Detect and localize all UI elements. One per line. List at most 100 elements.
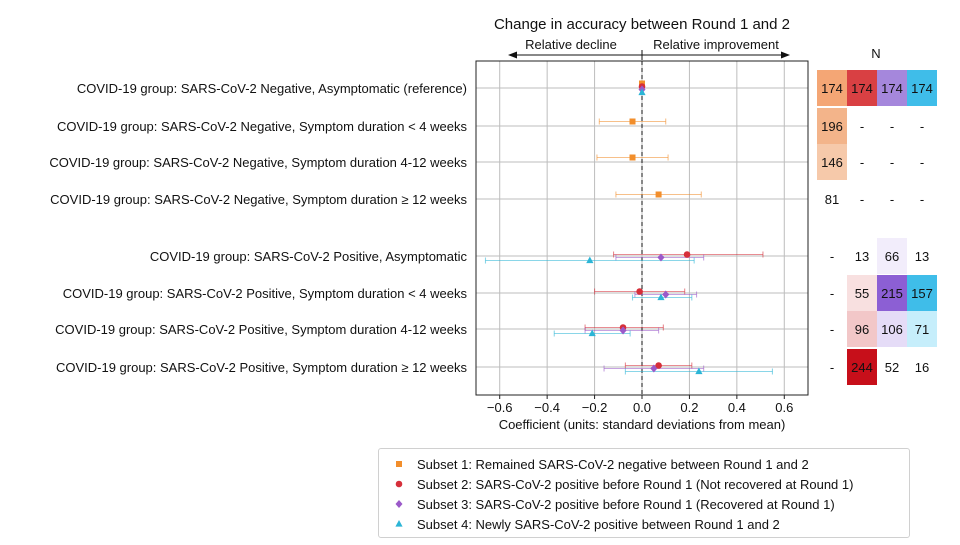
x-tick-label: −0.4	[534, 400, 560, 415]
data-point	[629, 154, 636, 161]
n-table-value: 71	[915, 322, 929, 337]
n-table-value: -	[860, 192, 864, 207]
x-tick-label: 0.0	[633, 400, 651, 415]
n-table-value: 157	[911, 286, 933, 301]
error-bars	[484, 118, 773, 375]
n-table-cell	[877, 275, 907, 311]
n-table-value: 174	[821, 81, 843, 96]
n-table-cell	[907, 70, 937, 106]
x-tick-label: −0.6	[487, 400, 513, 415]
n-table-cell	[817, 144, 847, 180]
data-point	[650, 364, 658, 373]
legend: Subset 1: Remained SARS-CoV-2 negative b…	[378, 448, 910, 538]
n-table-value: 81	[825, 192, 839, 207]
circle-marker-icon	[393, 478, 405, 490]
forest-plot: Change in accuracy between Round 1 and 2…	[49, 16, 937, 432]
n-table-value: 13	[915, 249, 929, 264]
n-table-value: 244	[851, 360, 873, 375]
n-table-value: -	[920, 155, 924, 170]
n-table-value: 215	[881, 286, 903, 301]
category-label: COVID-19 group: SARS-CoV-2 Negative, Sym…	[57, 119, 468, 134]
data-point	[588, 329, 596, 337]
legend-label: Subset 4: Newly SARS-CoV-2 positive betw…	[417, 516, 780, 532]
data-point	[636, 288, 643, 295]
data-point	[655, 362, 662, 369]
data-point	[638, 88, 646, 96]
n-table-cell	[877, 238, 907, 274]
x-tick-labels: −0.6 −0.4 −0.2 0.0 0.2 0.4 0.6	[487, 395, 793, 415]
category-label: COVID-19 group: SARS-CoV-2 Positive, Sym…	[63, 286, 468, 301]
data-point	[662, 290, 670, 299]
n-table-cell	[907, 311, 937, 347]
n-table-value: -	[830, 360, 834, 375]
data-point	[657, 253, 665, 262]
n-table-cell	[847, 70, 877, 106]
legend-item: Subset 3: SARS-CoV-2 positive before Rou…	[393, 494, 835, 514]
legend-item: Subset 1: Remained SARS-CoV-2 negative b…	[393, 454, 809, 474]
legend-label: Subset 2: SARS-CoV-2 positive before Rou…	[417, 476, 854, 492]
data-point	[619, 326, 627, 335]
n-table-value: -	[890, 119, 894, 134]
n-table-value: -	[920, 192, 924, 207]
data-point	[695, 367, 703, 375]
data-point	[657, 293, 665, 301]
legend-marker	[396, 461, 402, 467]
legend-marker	[395, 520, 403, 527]
category-label: COVID-19 group: SARS-CoV-2 Positive, Asy…	[150, 249, 468, 264]
data-markers	[586, 80, 703, 375]
category-label: COVID-19 group: SARS-CoV-2 Negative, Sym…	[50, 192, 467, 207]
category-label: COVID-19 group: SARS-CoV-2 Positive, Sym…	[55, 322, 467, 337]
legend-label: Subset 3: SARS-CoV-2 positive before Rou…	[417, 496, 835, 512]
square-marker-icon	[393, 458, 405, 470]
n-table-value: 13	[855, 249, 869, 264]
n-table-cell	[877, 70, 907, 106]
legend-marker	[395, 500, 403, 508]
x-tick-label: 0.6	[775, 400, 793, 415]
legend-marker	[395, 480, 403, 488]
x-tick-label: 0.2	[680, 400, 698, 415]
n-table-value: -	[860, 155, 864, 170]
arrow-right-head	[781, 51, 790, 59]
category-label: COVID-19 group: SARS-CoV-2 Negative, Sym…	[49, 155, 467, 170]
x-axis-label: Coefficient (units: standard deviations …	[499, 417, 786, 432]
direction-arrow	[508, 50, 790, 60]
category-label: COVID-19 group: SARS-CoV-2 Positive, Sym…	[56, 360, 468, 375]
n-table-value: -	[830, 286, 834, 301]
n-table-cell	[907, 275, 937, 311]
n-table-cell	[877, 311, 907, 347]
data-point	[586, 256, 594, 264]
n-table-value: -	[830, 249, 834, 264]
chart-title: Change in accuracy between Round 1 and 2	[494, 16, 790, 33]
n-table-value: -	[860, 119, 864, 134]
x-tick-label: −0.2	[582, 400, 608, 415]
n-table: 174 174 174 174 196 - - - 146 - - - 81 - - - - 13 66 13 - 55 2…	[817, 70, 937, 385]
x-tick-label: 0.4	[728, 400, 746, 415]
n-table-value: 146	[821, 155, 843, 170]
legend-item: Subset 4: Newly SARS-CoV-2 positive betw…	[393, 514, 780, 534]
n-table-value: -	[920, 119, 924, 134]
n-table-value: 52	[885, 360, 899, 375]
n-table-cell	[847, 275, 877, 311]
label-relative-decline: Relative decline	[525, 37, 617, 52]
n-table-value: 174	[851, 81, 873, 96]
category-label: COVID-19 group: SARS-CoV-2 Negative, Asy…	[77, 81, 467, 96]
n-table-cell	[817, 108, 847, 144]
grid	[476, 61, 808, 395]
triangle-marker-icon	[393, 518, 405, 530]
n-table-cell	[847, 311, 877, 347]
n-table-title: N	[871, 46, 880, 61]
data-point	[629, 118, 636, 125]
diamond-marker-icon	[393, 498, 405, 510]
n-table-value: 96	[855, 322, 869, 337]
arrow-left-head	[508, 51, 517, 59]
n-table-value: 174	[881, 81, 903, 96]
n-table-value: 66	[885, 249, 899, 264]
n-table-value: -	[830, 322, 834, 337]
label-relative-improvement: Relative improvement	[653, 37, 779, 52]
legend-label: Subset 1: Remained SARS-CoV-2 negative b…	[417, 456, 809, 472]
n-table-value: 196	[821, 119, 843, 134]
legend-item: Subset 2: SARS-CoV-2 positive before Rou…	[393, 474, 853, 494]
n-table-value: 16	[915, 360, 929, 375]
n-table-cell	[847, 349, 877, 385]
n-table-value: 55	[855, 286, 869, 301]
